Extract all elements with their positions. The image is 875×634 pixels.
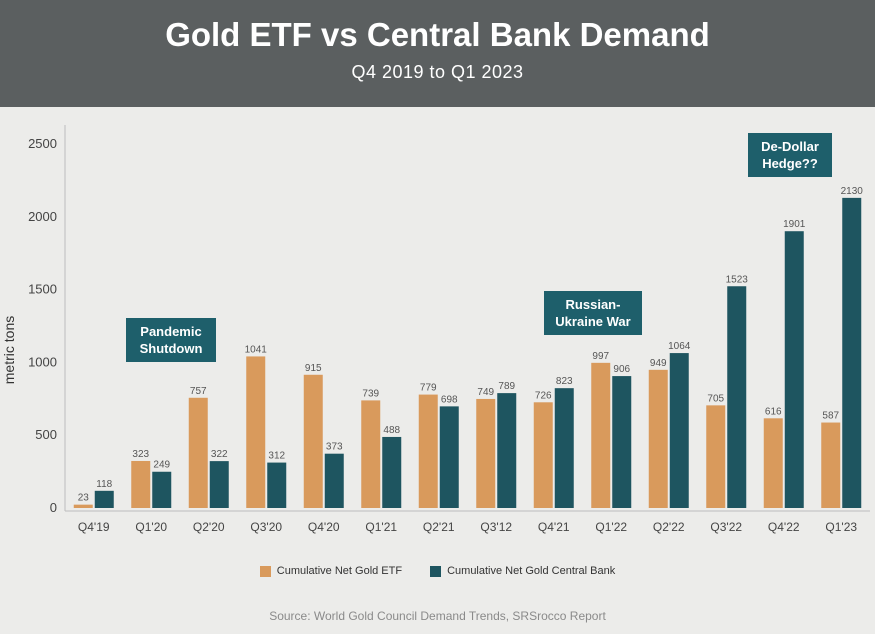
bar-central-bank (382, 436, 402, 508)
data-label-etf: 587 (822, 411, 839, 422)
x-tick-label: Q2'22 (653, 520, 685, 534)
bar-central-bank (497, 393, 517, 508)
legend-swatch-etf (259, 565, 271, 577)
data-label-etf: 757 (190, 386, 207, 397)
chart-subtitle: Q4 2019 to Q1 2023 (351, 62, 524, 82)
annotation-pandemic: Pandemic Shutdown (126, 318, 216, 362)
x-tick-label: Q4'19 (78, 520, 110, 534)
data-label-central-bank: 906 (613, 364, 630, 375)
data-label-etf: 726 (535, 390, 552, 401)
bar-central-bank (727, 286, 747, 508)
x-tick-label: Q3'20 (250, 520, 282, 534)
data-label-central-bank: 488 (383, 425, 400, 436)
bar-central-bank (842, 197, 862, 508)
x-tick-label: Q4'21 (538, 520, 570, 534)
x-tick-label: Q3'12 (480, 520, 512, 534)
x-tick-label: Q4'22 (768, 520, 800, 534)
annotation-dedollar: De-Dollar Hedge?? (748, 133, 832, 177)
chart-title: Gold ETF vs Central Bank Demand (165, 16, 710, 53)
bar-etf (418, 394, 438, 508)
y-tick-label: 0 (50, 500, 57, 515)
legend-swatch-central-bank (430, 565, 442, 577)
x-tick-label: Q2'21 (423, 520, 455, 534)
bar-etf (303, 374, 323, 508)
data-label-etf: 997 (592, 351, 609, 362)
bar-central-bank (267, 462, 287, 508)
bar-etf (188, 397, 208, 508)
bar-etf (533, 402, 553, 508)
bar-central-bank (669, 353, 689, 508)
bar-etf (476, 398, 496, 508)
annotation-russia-ukraine: Russian- Ukraine War (544, 291, 642, 335)
bar-etf (73, 504, 93, 508)
y-tick-label: 1000 (28, 354, 57, 369)
data-label-central-bank: 789 (498, 381, 515, 392)
legend-item-central-bank: Cumulative Net Gold Central Bank (430, 565, 615, 577)
bar-etf (763, 418, 783, 508)
data-label-central-bank: 118 (96, 479, 112, 490)
y-tick-label: 500 (35, 427, 57, 442)
source-note: Source: World Gold Council Demand Trends… (269, 609, 606, 623)
bar-central-bank (612, 376, 632, 508)
data-label-central-bank: 698 (441, 394, 458, 405)
data-label-central-bank: 1523 (726, 274, 749, 285)
y-tick-label: 2000 (28, 209, 57, 224)
data-label-central-bank: 322 (211, 449, 228, 460)
data-label-etf: 616 (765, 406, 782, 417)
data-label-etf: 739 (362, 388, 379, 399)
chart-header: Gold ETF vs Central Bank Demand Q4 2019 … (0, 0, 875, 107)
data-label-etf: 749 (477, 387, 494, 398)
x-tick-label: Q4'20 (308, 520, 340, 534)
x-tick-label: Q1'22 (595, 520, 627, 534)
y-tick-label: 2500 (28, 136, 57, 151)
chart-legend: Cumulative Net Gold ETF Cumulative Net G… (0, 565, 875, 577)
data-label-etf: 23 (78, 493, 90, 504)
bar-etf (706, 405, 726, 508)
y-axis-label: metric tons (1, 316, 17, 384)
bar-central-bank (152, 471, 172, 508)
data-label-etf: 323 (132, 449, 149, 460)
bar-central-bank (324, 453, 344, 508)
data-label-central-bank: 312 (268, 451, 285, 462)
data-label-central-bank: 823 (556, 376, 573, 387)
x-tick-label: Q1'23 (825, 520, 857, 534)
bar-central-bank (784, 231, 804, 508)
bar-chart: 0 500 1000 1500 2000 2500 23 118 323 249 757 322 10… (1, 125, 870, 534)
x-tick-label: Q1'21 (365, 520, 397, 534)
legend-item-etf: Cumulative Net Gold ETF (259, 565, 403, 577)
bar-etf (361, 400, 381, 508)
bar-etf (591, 362, 611, 508)
data-label-central-bank: 2130 (841, 186, 864, 197)
bar-central-bank (94, 490, 114, 508)
data-label-etf: 915 (305, 363, 322, 374)
y-tick-label: 1500 (28, 282, 57, 297)
data-label-etf: 779 (420, 383, 437, 394)
bar-central-bank (209, 461, 229, 508)
legend-label-central-bank: Cumulative Net Gold Central Bank (447, 565, 616, 577)
bar-etf (821, 422, 841, 508)
data-label-central-bank: 373 (326, 442, 343, 453)
data-label-central-bank: 1064 (668, 341, 691, 352)
x-tick-label: Q2'20 (193, 520, 225, 534)
bar-etf (246, 356, 266, 508)
data-label-etf: 1041 (245, 344, 268, 355)
data-label-etf: 705 (707, 393, 724, 404)
x-tick-label: Q1'20 (135, 520, 167, 534)
bar-etf (648, 369, 668, 508)
bar-central-bank (439, 406, 459, 508)
data-label-etf: 949 (650, 358, 667, 369)
data-label-central-bank: 249 (153, 460, 170, 471)
data-label-central-bank: 1901 (783, 219, 806, 230)
bar-central-bank (554, 388, 574, 508)
bar-etf (131, 460, 151, 508)
x-tick-label: Q3'22 (710, 520, 742, 534)
legend-label-etf: Cumulative Net Gold ETF (276, 565, 403, 577)
